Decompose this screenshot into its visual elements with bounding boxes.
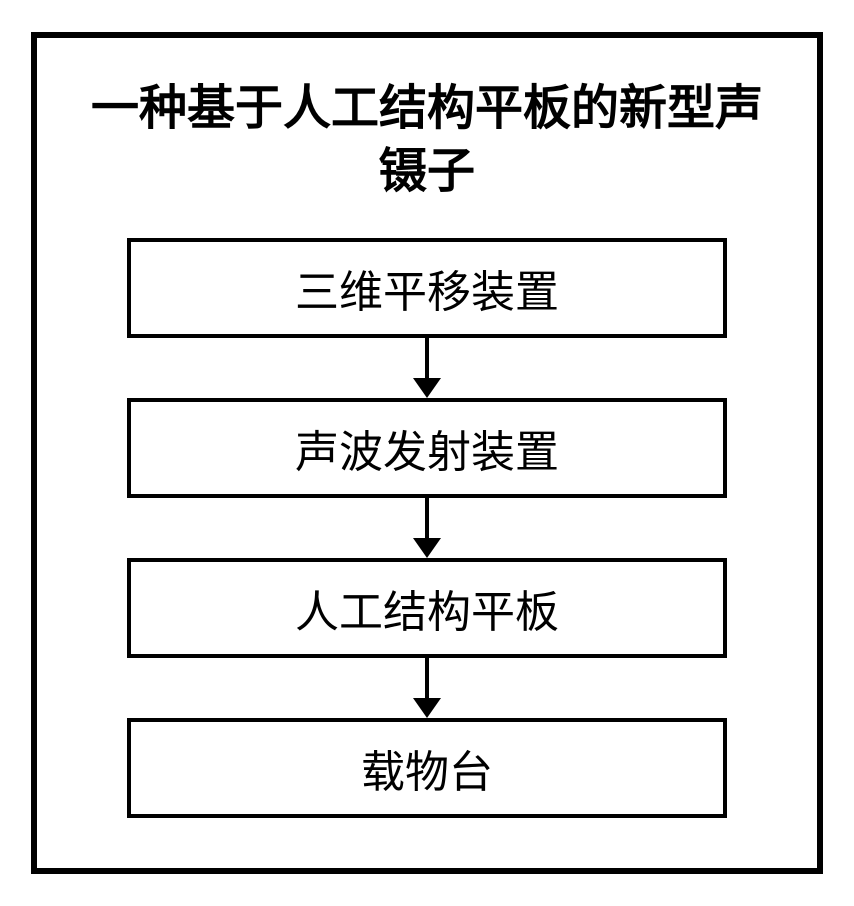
flow-box-4: 载物台 (127, 718, 727, 818)
arrow-2 (413, 498, 441, 558)
diagram-title: 一种基于人工结构平板的新型声镊子 (87, 78, 767, 203)
flow-box-1: 三维平移装置 (127, 238, 727, 338)
flow-box-2: 声波发射装置 (127, 398, 727, 498)
flow-box-3: 人工结构平板 (127, 558, 727, 658)
diagram-frame: 一种基于人工结构平板的新型声镊子 三维平移装置 声波发射装置 人工结构平板 载物… (31, 32, 823, 874)
arrow-1 (413, 338, 441, 398)
arrow-3 (413, 658, 441, 718)
